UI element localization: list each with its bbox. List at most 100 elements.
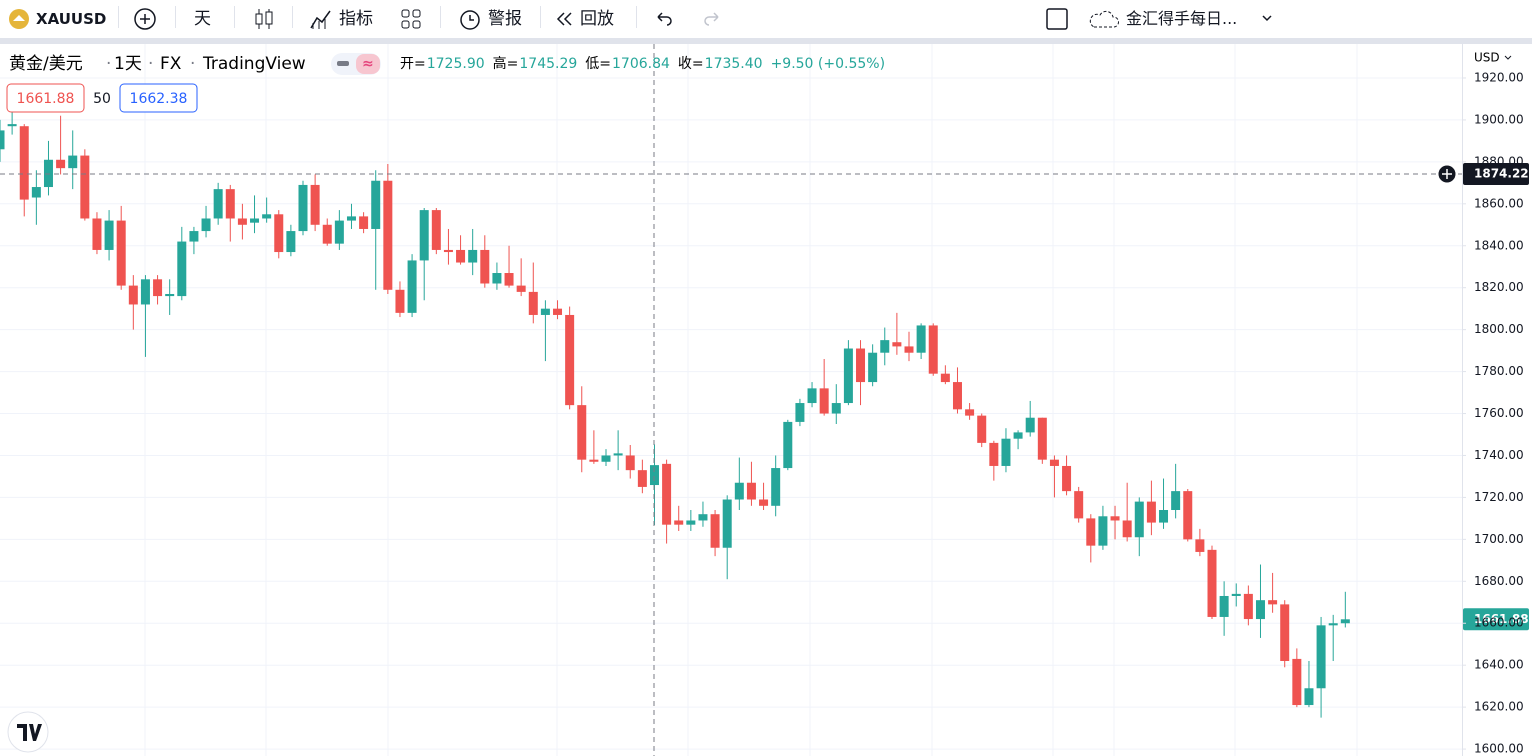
candle-body — [674, 520, 684, 525]
candle-body — [225, 189, 235, 219]
alert-button[interactable]: 警报 — [458, 0, 522, 38]
candle-body — [1340, 619, 1350, 624]
ohlc-label: 开= — [400, 56, 426, 72]
y-tick-label: 1820.00 — [1474, 280, 1524, 294]
y-tick-label: 1620.00 — [1474, 700, 1524, 714]
candle-body — [177, 241, 187, 297]
chart: 1874.22 1661.88 1600.00 1620.00 1640.00 1660… — [0, 44, 1532, 756]
y-tick-label: 1660.00 — [1474, 616, 1524, 630]
overlay: 1874.22 1661.88 — [0, 44, 1529, 756]
candle-body — [516, 285, 526, 292]
add-symbol[interactable] — [133, 0, 157, 38]
indicators-button[interactable]: 指标 — [309, 0, 373, 38]
candle-body — [710, 514, 720, 548]
candle-body — [589, 459, 599, 462]
y-tick-label: 1860.00 — [1474, 196, 1524, 210]
currency-chevron — [1504, 55, 1512, 60]
candle-body — [928, 325, 938, 374]
candle-body — [1146, 501, 1156, 523]
legend-interval: 1天 — [114, 54, 142, 74]
interval: 天 — [194, 9, 211, 29]
candle-body — [868, 352, 878, 383]
interval-button[interactable]: 天 — [194, 0, 211, 38]
symbol-button[interactable]: XAUUSD — [8, 0, 106, 38]
candle-body — [759, 499, 769, 506]
square-icon — [1046, 8, 1068, 30]
candle-body — [201, 218, 211, 232]
chevron-icon — [1262, 15, 1272, 22]
candle-body — [116, 220, 126, 286]
candle-body — [1255, 600, 1265, 620]
candle-body — [395, 289, 405, 313]
redo-button[interactable] — [702, 0, 722, 38]
crosshair-price: 1874.22 — [1474, 166, 1529, 180]
candle-body — [492, 273, 502, 284]
candle-body — [104, 220, 114, 250]
candle-body — [431, 210, 441, 250]
legend: 黄金/美元 · 1天 · FX · TradingView ≈ 开= 1725.9… — [6, 53, 885, 113]
candle-body — [637, 470, 647, 487]
candle-body — [310, 184, 320, 225]
alert-icon — [460, 10, 480, 30]
ohlc-value: 1725.90 — [427, 56, 485, 72]
price-axis: 1600.00 1620.00 1640.00 1660.00 1680.00 1700.… — [1462, 70, 1524, 756]
y-tick-label: 1680.00 — [1474, 574, 1524, 588]
source: TradingView — [202, 54, 306, 74]
candle-body — [7, 124, 17, 127]
candle-body — [19, 126, 29, 200]
candle-body — [68, 155, 78, 169]
candle-body — [1074, 491, 1084, 519]
candle-body — [540, 308, 550, 315]
y-tick-label: 1760.00 — [1474, 406, 1524, 420]
candle-body — [286, 231, 296, 253]
candle-body — [140, 279, 150, 305]
candle-body — [662, 463, 672, 525]
ohlc-value: 1706.84 — [612, 56, 670, 72]
candle-body — [43, 159, 53, 188]
candle-body — [237, 218, 247, 225]
candle-body — [1292, 658, 1302, 706]
candle-body — [128, 285, 138, 305]
candle-body — [1183, 491, 1193, 540]
candle-body — [1243, 593, 1253, 620]
redo-icon — [704, 12, 719, 26]
candle-body — [940, 373, 950, 383]
plot — [0, 109, 1350, 718]
chart-type-button[interactable] — [253, 0, 275, 38]
candle-body — [31, 187, 41, 198]
bid-box[interactable] — [6, 83, 85, 113]
ohlc-value: 1735.40 — [705, 56, 763, 72]
candle-body — [843, 348, 853, 404]
candle-body — [322, 224, 332, 244]
ask-box[interactable] — [119, 83, 198, 113]
candle-body — [613, 453, 623, 456]
undo-button[interactable] — [654, 0, 674, 38]
candle-body — [1316, 625, 1326, 689]
replay-button[interactable]: 回放 — [554, 0, 614, 38]
status-wave — [356, 54, 380, 74]
wave: ≈ — [362, 56, 374, 72]
candle-body — [746, 482, 756, 500]
candle-body — [722, 499, 732, 548]
candle-body — [262, 214, 272, 219]
tv-logo — [7, 711, 49, 753]
candle-body — [807, 388, 817, 404]
layouts-button[interactable] — [400, 0, 422, 38]
last-price: 1661.88 — [1474, 612, 1529, 626]
candle-body — [443, 249, 453, 253]
layout-button[interactable]: 金汇得手每日... — [1088, 0, 1273, 38]
candle-body — [1304, 688, 1314, 706]
candle-body — [298, 184, 308, 232]
fullscreen-button[interactable] — [1045, 0, 1069, 38]
grid — [0, 44, 1462, 756]
candle-body — [456, 249, 466, 263]
y-tick-label: 1600.00 — [1474, 742, 1524, 756]
candle-body — [480, 249, 490, 284]
candle-body — [880, 340, 890, 353]
candle-body — [952, 382, 962, 410]
currency[interactable]: USD — [1474, 51, 1500, 65]
cloud-icon — [1089, 10, 1120, 28]
candle-body — [734, 482, 744, 500]
candle-body — [856, 348, 866, 383]
